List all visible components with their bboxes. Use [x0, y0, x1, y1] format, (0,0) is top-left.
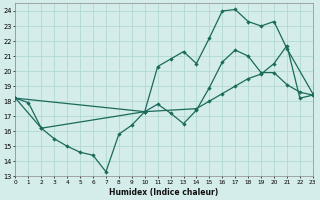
X-axis label: Humidex (Indice chaleur): Humidex (Indice chaleur) [109, 188, 219, 197]
